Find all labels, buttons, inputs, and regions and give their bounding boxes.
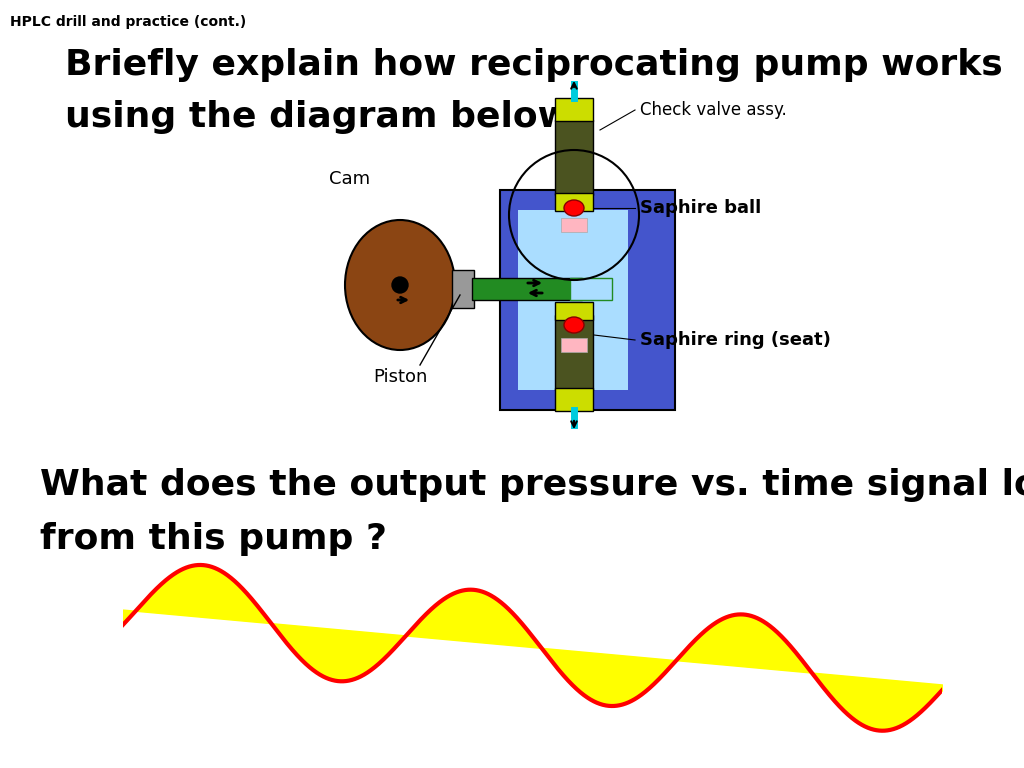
Text: Cam: Cam <box>330 170 371 188</box>
Text: What does the output pressure vs. time signal look like: What does the output pressure vs. time s… <box>40 468 1024 502</box>
Text: from this pump ?: from this pump ? <box>40 522 387 556</box>
Bar <box>555 193 593 211</box>
Bar <box>518 210 628 390</box>
Bar <box>500 190 675 410</box>
Text: HPLC drill and practice (cont.): HPLC drill and practice (cont.) <box>10 15 246 29</box>
Text: Check valve assy.: Check valve assy. <box>640 101 786 119</box>
Circle shape <box>392 277 408 293</box>
Text: Briefly explain how reciprocating pump works: Briefly explain how reciprocating pump w… <box>65 48 1002 82</box>
Bar <box>555 98 593 121</box>
Text: Saphire ball: Saphire ball <box>640 199 761 217</box>
Bar <box>555 388 593 411</box>
Text: using the diagram below: using the diagram below <box>65 100 571 134</box>
Text: Piston: Piston <box>373 368 427 386</box>
Bar <box>561 218 587 232</box>
Bar <box>472 278 582 300</box>
Text: Saphire ring (seat): Saphire ring (seat) <box>640 331 830 349</box>
Bar <box>452 270 474 308</box>
Ellipse shape <box>564 317 584 333</box>
Bar <box>555 120 593 195</box>
Bar <box>570 278 612 300</box>
Bar <box>561 338 587 352</box>
Ellipse shape <box>345 220 455 350</box>
Bar <box>555 315 593 390</box>
Bar <box>555 302 593 320</box>
Ellipse shape <box>564 200 584 216</box>
